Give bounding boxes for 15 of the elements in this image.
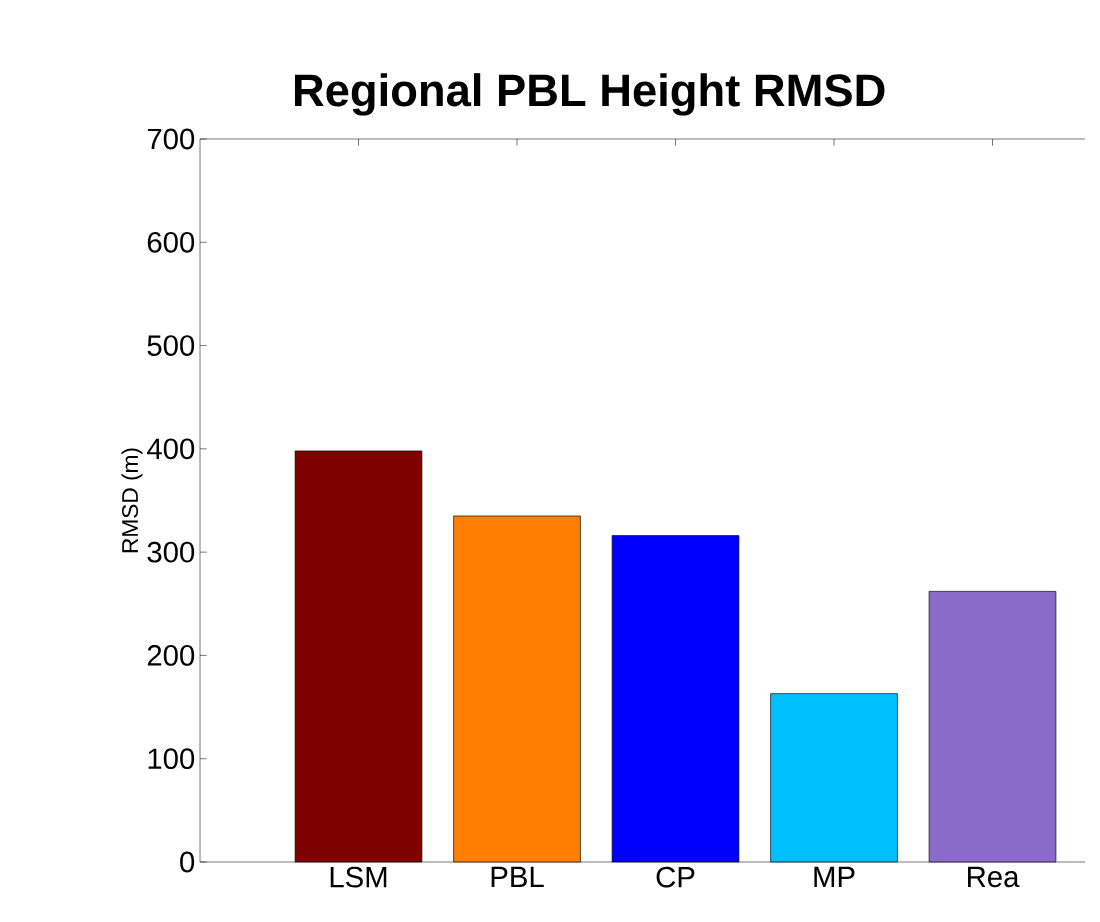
y-tick-label: 400: [147, 438, 195, 460]
x-tick-label: PBL: [491, 866, 544, 887]
y-tick-label: 0: [180, 851, 195, 873]
y-tick-label: 200: [147, 645, 195, 666]
y-tick-label: 600: [147, 231, 195, 253]
x-tick-label: MP: [814, 866, 855, 887]
x-tick-label: LSM: [330, 866, 387, 888]
y-tick-label: 100: [148, 748, 195, 770]
y-tick-label: 500: [147, 335, 195, 356]
y-tick-label: 300: [147, 541, 195, 563]
y-tick-label: 700: [147, 128, 195, 150]
x-tick-label: Rea: [968, 866, 1020, 888]
x-tick-label: CP: [656, 866, 695, 888]
y-axis-title: RMSD (m): [121, 448, 143, 553]
chart-title: Regional PBL Height RMSD: [295, 73, 885, 116]
